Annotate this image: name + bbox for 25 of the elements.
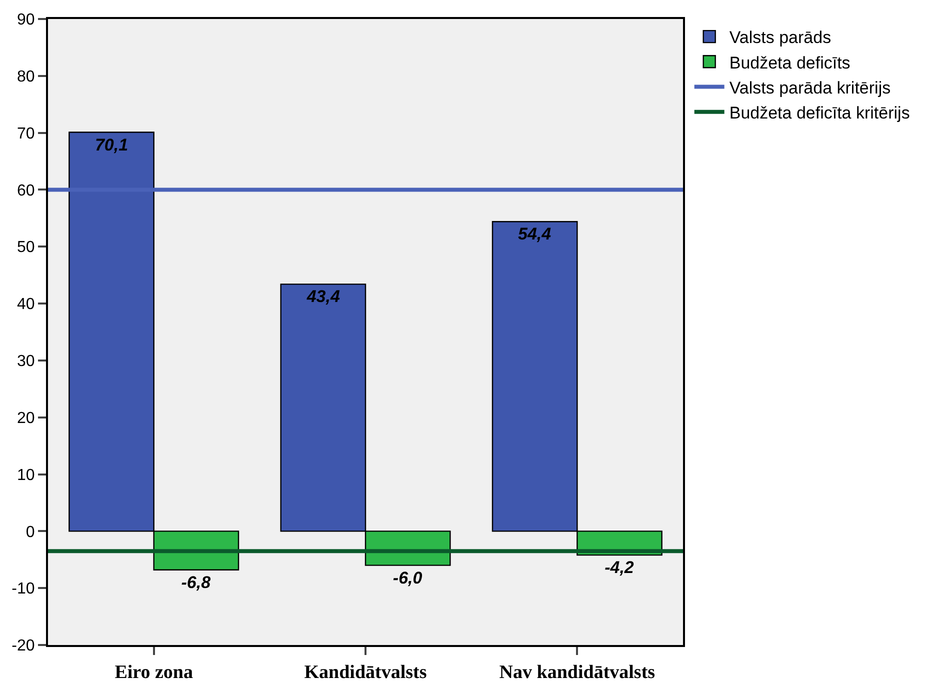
y-tick-label: 0	[26, 524, 35, 541]
legend-label: Budžeta deficīta kritērijs	[729, 103, 910, 122]
y-tick-label: 20	[17, 410, 35, 427]
legend-label: Budžeta deficīts	[729, 53, 850, 72]
y-tick-label: -10	[12, 580, 35, 598]
data-label: -4,2	[604, 558, 634, 578]
x-tick-label: Kandidātvalsts	[304, 662, 427, 683]
y-tick-label: -20	[12, 638, 35, 655]
x-tick-label: Eiro zona	[114, 662, 194, 683]
y-tick-label: 30	[17, 353, 35, 370]
y-tick-label: 60	[17, 182, 35, 200]
data-label: -6,8	[181, 572, 212, 592]
y-tick-label: 90	[17, 12, 35, 29]
data-label: 43,4	[306, 287, 340, 306]
y-tick-label: 50	[17, 239, 35, 256]
legend-label: Valsts parāda kritērijs	[729, 78, 891, 98]
y-tick-label: 40	[17, 296, 35, 314]
y-tick-label: 80	[17, 68, 35, 86]
y-tick-label: 10	[17, 466, 35, 484]
data-label: 54,4	[518, 224, 552, 244]
legend-label: Valsts parāds	[729, 28, 832, 48]
x-tick-label: Nav kandidātvalsts	[499, 662, 656, 683]
data-label: 70,1	[94, 135, 128, 154]
data-label: -6,0	[392, 568, 423, 588]
y-tick-label: 70	[17, 125, 35, 142]
